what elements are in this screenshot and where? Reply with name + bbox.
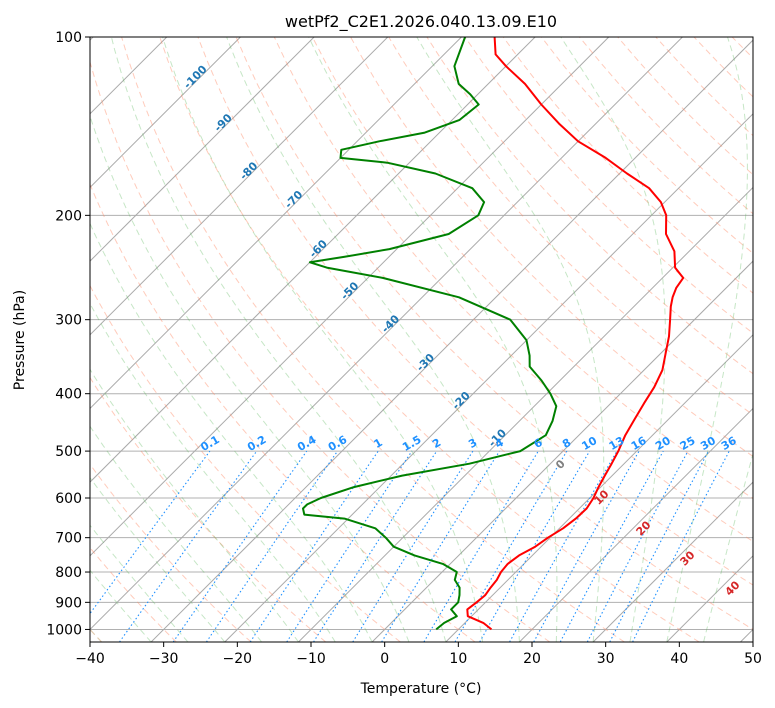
y-tick-label: 700 [55,531,82,547]
moist-adiabat [703,452,753,642]
y-tick-label: 300 [55,313,82,329]
y-tick-label: 200 [55,208,82,224]
moist-adiabat [90,302,336,642]
skewed-isotherm [90,37,241,189]
moist-adiabat [90,425,262,642]
moist-adiabat [560,37,666,642]
dewpoint-line [302,37,558,631]
dry-adiabat [770,37,775,642]
skewed-isotherm [90,37,462,410]
y-axis-label: Pressure (hPa) [12,290,28,390]
skewed-isotherm [592,481,753,642]
x-tick-label: 10 [449,651,467,667]
moist-adiabat [90,569,152,642]
x-tick-label: 50 [744,651,762,667]
mixing-ratio-line [90,450,211,615]
moist-adiabat [90,222,373,642]
x-tick-label: −30 [149,651,179,667]
x-axis-label: Temperature (°C) [360,681,482,697]
x-tick-label: 20 [523,651,541,667]
x-tick-label: 40 [670,651,688,667]
moist-adiabat [416,37,605,642]
skewed-isotherm [298,186,753,642]
y-tick-label: 100 [55,30,82,46]
mixing-ratio-line [249,450,379,642]
profile-lines [302,37,685,631]
skewed-isotherm [445,334,753,642]
mixing-ratio-line [381,450,500,642]
x-tick-label: −20 [223,651,253,667]
mixing-ratio-line [559,450,664,642]
x-tick-label: −10 [296,651,326,667]
dry-adiabat [121,37,625,642]
temperature-line [466,37,685,631]
y-tick-label: 400 [55,387,82,403]
dry-adiabat [235,37,753,586]
y-tick-label: 1000 [46,622,82,638]
moist-adiabat [162,37,484,642]
moist-adiabat [90,368,299,642]
x-tick-label: 30 [597,651,615,667]
dry-adiabat [90,60,551,642]
mixing-ratio-line [632,450,730,642]
plot-frame [89,36,754,643]
mixing-ratio-line [533,450,640,642]
plot-background [90,37,753,642]
mixing-ratio-line [352,450,474,642]
skewed-isotherm [90,37,683,631]
x-tick-label: 0 [380,651,389,667]
mixing-ratio-line [205,450,338,642]
moist-adiabat [226,37,520,642]
y-tick-label: 800 [55,565,82,581]
mixing-ratio-line [172,450,308,642]
skewed-isotherm [90,37,389,336]
dry-adiabat [197,37,753,630]
mixing-ratio-line [286,450,413,642]
y-tick-label: 600 [55,491,82,507]
mixing-ratio-line [119,450,258,642]
skewed-isotherm [519,407,753,642]
skewed-isotherm [224,113,753,642]
moist-adiabat [110,37,447,642]
skewed-isotherm [90,37,315,262]
skewed-isotherm [371,260,753,642]
dry-adiabat [273,37,753,543]
dry-adiabat [90,463,252,642]
skewed-isotherm [90,37,536,483]
skewed-isotherm [150,39,753,642]
y-tick-label: 900 [55,595,82,611]
moist-adiabat [90,524,189,642]
moist-adiabat [90,476,226,642]
dry-adiabat [311,37,753,500]
x-tick-label: −40 [75,651,105,667]
chart-title: wetPf2_C2E1.2026.040.13.09.E10 [285,12,557,32]
background-grid [90,37,775,642]
skewed-isotherm [90,37,610,557]
dry-adiabat [90,376,327,642]
moist-adiabat [308,37,558,642]
mixing-ratio-line [509,450,618,642]
dry-adiabat [502,37,753,294]
moist-adiabat [666,37,748,642]
mixing-ratio-line [313,450,438,642]
y-tick-label: 500 [55,444,82,460]
moist-adiabat [90,114,410,642]
axes: −40 −30 −20 −10 0 10 20 30 40 50 100 200 300 400 500 60… [46,30,762,667]
dry-adiabat [159,37,700,642]
